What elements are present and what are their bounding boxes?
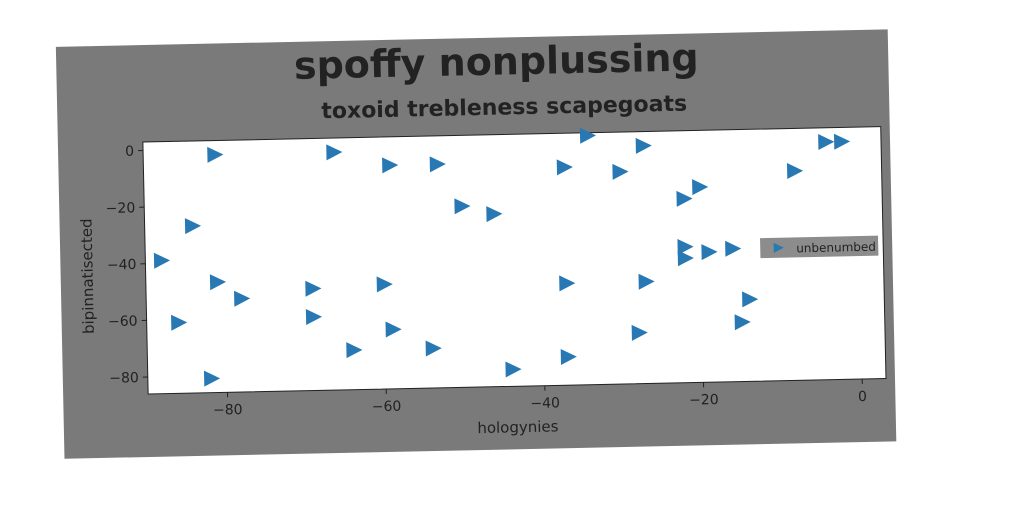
y-axis-label: bipinnatisected (77, 218, 97, 334)
data-point (833, 133, 851, 150)
data-point (631, 324, 648, 341)
data-point (234, 290, 251, 307)
plot-area (142, 126, 887, 395)
data-point (818, 134, 835, 151)
x-tick-label: −80 (213, 402, 243, 419)
chart-title: spoffy nonplussing (293, 35, 699, 87)
legend: unbenumbed (760, 235, 879, 259)
data-point (677, 250, 694, 267)
x-axis-label: hologynies (477, 417, 559, 437)
data-series (153, 127, 851, 387)
y-axis: 0 −20 −40 −60 −80 (106, 144, 148, 387)
data-point (346, 342, 363, 359)
y-tick-label: −20 (106, 200, 136, 217)
data-point (209, 274, 227, 291)
data-point (385, 321, 402, 338)
x-axis: −80 −60 −40 −20 0 (213, 379, 867, 419)
data-point (382, 157, 399, 174)
legend-entry: unbenumbed (796, 240, 876, 256)
data-point (725, 240, 742, 257)
data-point (786, 163, 804, 180)
data-point (429, 156, 446, 173)
data-point (171, 314, 188, 331)
data-point (153, 252, 171, 269)
data-point (326, 144, 343, 161)
data-point (376, 276, 393, 293)
y-tick-label: −80 (109, 370, 139, 387)
data-point (635, 137, 652, 154)
data-point (560, 349, 577, 366)
data-point (677, 238, 694, 255)
x-tick-label: −40 (530, 395, 560, 412)
data-point (559, 275, 576, 292)
data-point (486, 206, 503, 223)
data-point (305, 280, 322, 297)
y-tick-label: 0 (125, 144, 134, 160)
data-point (203, 370, 221, 387)
x-tick-label: −20 (689, 392, 719, 409)
data-point (505, 361, 522, 378)
data-point (692, 179, 709, 196)
x-tick-label: −60 (372, 399, 402, 416)
data-point (207, 146, 224, 163)
data-point (579, 127, 597, 144)
data-point (638, 273, 655, 290)
data-point (556, 159, 573, 176)
data-point (742, 291, 759, 308)
y-tick-label: −60 (108, 314, 138, 331)
data-point (676, 190, 693, 207)
data-point (184, 218, 202, 235)
x-tick-label: 0 (858, 389, 867, 405)
legend-box (760, 235, 879, 259)
data-point (612, 163, 629, 180)
data-point (734, 314, 751, 331)
legend-marker-icon (773, 242, 784, 253)
data-point (305, 309, 323, 326)
data-point (701, 244, 718, 261)
data-point (425, 340, 442, 357)
data-point (454, 198, 471, 215)
y-tick-label: −40 (107, 257, 137, 274)
